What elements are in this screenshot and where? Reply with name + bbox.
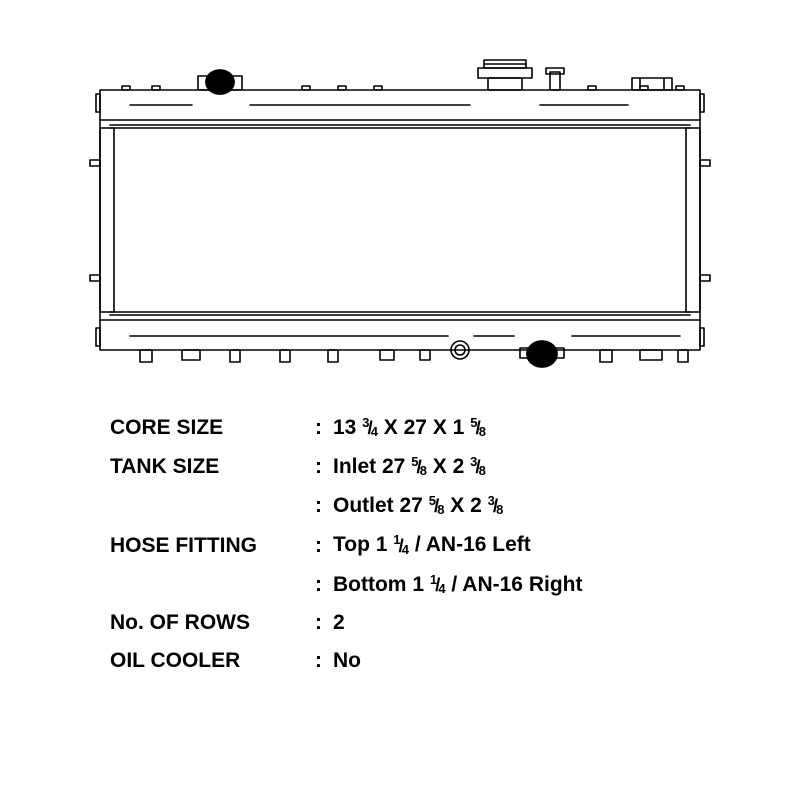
spec-row-hose-fitting: HOSE FITTING : Top 1 1/4 / AN-16 Left — [110, 532, 710, 557]
spec-value: Bottom 1 1/4 / AN-16 Right — [333, 572, 710, 597]
radiator-diagram — [80, 50, 720, 380]
top-bracket-right — [632, 78, 672, 90]
spec-colon: : — [315, 611, 333, 635]
spec-label: No. OF ROWS — [110, 611, 315, 635]
spec-colon: : — [315, 455, 333, 479]
bottom-tabs — [140, 350, 688, 362]
spec-row-tank-size-outlet: : Outlet 27 5/8 X 2 3/8 — [110, 493, 710, 518]
spec-value: Top 1 1/4 / AN-16 Left — [333, 532, 710, 557]
side-ears — [90, 160, 710, 281]
spec-row-core-size: CORE SIZE : 13 3/4 X 27 X 1 5/8 — [110, 415, 710, 440]
spec-value: 13 3/4 X 27 X 1 5/8 — [333, 415, 710, 440]
spec-value: Outlet 27 5/8 X 2 3/8 — [333, 493, 710, 518]
spec-colon: : — [315, 649, 333, 673]
spec-value: Inlet 27 5/8 X 2 3/8 — [333, 454, 710, 479]
spec-row-rows: No. OF ROWS : 2 — [110, 611, 710, 635]
spec-row-oil-cooler: OIL COOLER : No — [110, 649, 710, 673]
spec-colon: : — [315, 416, 333, 440]
top-inlet — [198, 70, 242, 94]
spec-colon: : — [315, 573, 333, 597]
filler-cap — [478, 60, 532, 90]
spec-colon: : — [315, 494, 333, 518]
spec-label: CORE SIZE — [110, 416, 315, 440]
page: CORE SIZE : 13 3/4 X 27 X 1 5/8 TANK SIZ… — [0, 0, 800, 800]
spec-label: HOSE FITTING — [110, 534, 315, 558]
spec-table: CORE SIZE : 13 3/4 X 27 X 1 5/8 TANK SIZ… — [110, 415, 710, 687]
spec-row-hose-fitting-bottom: : Bottom 1 1/4 / AN-16 Right — [110, 572, 710, 597]
spec-value: 2 — [333, 611, 710, 635]
overflow-nipple — [546, 68, 564, 90]
spec-label: OIL COOLER — [110, 649, 315, 673]
radiator-svg — [80, 50, 720, 380]
spec-label: TANK SIZE — [110, 455, 315, 479]
spec-colon: : — [315, 534, 333, 558]
spec-value: No — [333, 649, 710, 673]
spec-row-tank-size: TANK SIZE : Inlet 27 5/8 X 2 3/8 — [110, 454, 710, 479]
bottom-outlet — [520, 341, 564, 367]
